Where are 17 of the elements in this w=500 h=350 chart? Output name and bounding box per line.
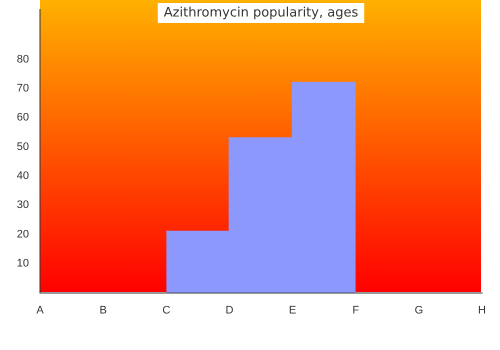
x-tick-label: A bbox=[36, 304, 44, 316]
x-tick-label: G bbox=[414, 304, 424, 316]
y-tick-label: 20 bbox=[16, 228, 29, 240]
y-tick-label: 60 bbox=[16, 112, 29, 124]
x-tick-label: B bbox=[99, 304, 107, 316]
chart-title: Azithromycin popularity, ages bbox=[164, 5, 358, 20]
x-tick-label: F bbox=[352, 304, 360, 316]
y-tick-label: 80 bbox=[16, 53, 29, 66]
x-tick-label: E bbox=[288, 304, 296, 316]
y-tick-label: 10 bbox=[16, 258, 29, 270]
x-tick-label: C bbox=[162, 304, 170, 316]
y-tick-label: 30 bbox=[16, 199, 29, 212]
y-tick-label: 50 bbox=[16, 140, 29, 153]
x-tick-label: D bbox=[225, 304, 234, 316]
x-tick-label: H bbox=[478, 304, 486, 316]
y-tick-label: 40 bbox=[16, 170, 29, 182]
y-tick-label: 70 bbox=[16, 82, 29, 94]
